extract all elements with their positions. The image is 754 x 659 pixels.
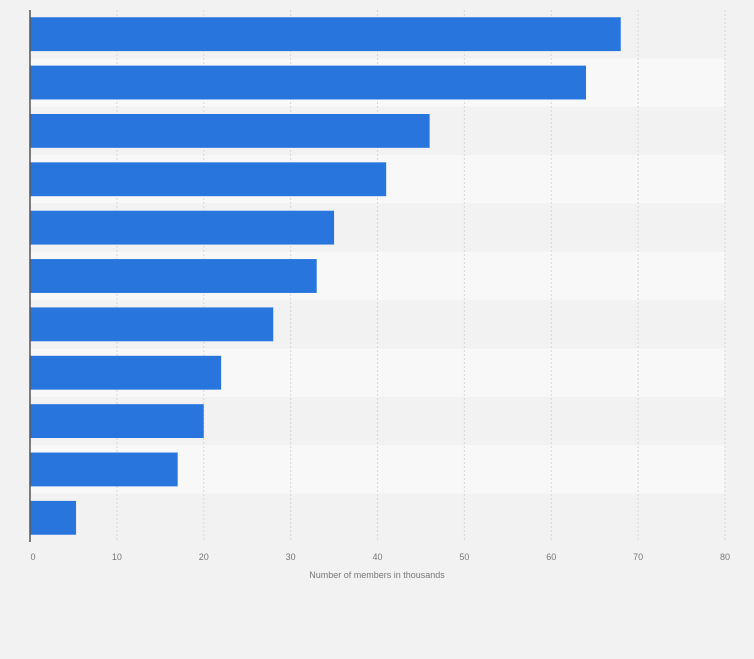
bars	[30, 17, 621, 535]
bar[interactable]	[30, 404, 204, 439]
x-tick-label: 20	[199, 552, 209, 562]
x-tick-label: 60	[546, 552, 556, 562]
bar[interactable]	[30, 355, 222, 390]
x-tick-label: 80	[720, 552, 730, 562]
bar[interactable]	[30, 500, 77, 535]
x-tick-label: 40	[372, 552, 382, 562]
x-tick-label: 0	[30, 552, 35, 562]
x-tick-label: 10	[112, 552, 122, 562]
bar[interactable]	[30, 452, 178, 487]
x-tick-labels: 0 10 20 30 40 50 60 70 80	[30, 552, 730, 562]
bar[interactable]	[30, 17, 621, 52]
x-tick-label: 70	[633, 552, 643, 562]
bar[interactable]	[30, 162, 387, 197]
bar[interactable]	[30, 113, 430, 148]
x-tick-label: 30	[286, 552, 296, 562]
bar[interactable]	[30, 65, 586, 100]
row-band	[30, 493, 725, 542]
x-axis-label: Number of members in thousands	[309, 570, 445, 580]
bar[interactable]	[30, 307, 274, 342]
bar[interactable]	[30, 210, 335, 245]
x-tick-label: 50	[459, 552, 469, 562]
bar[interactable]	[30, 259, 317, 293]
